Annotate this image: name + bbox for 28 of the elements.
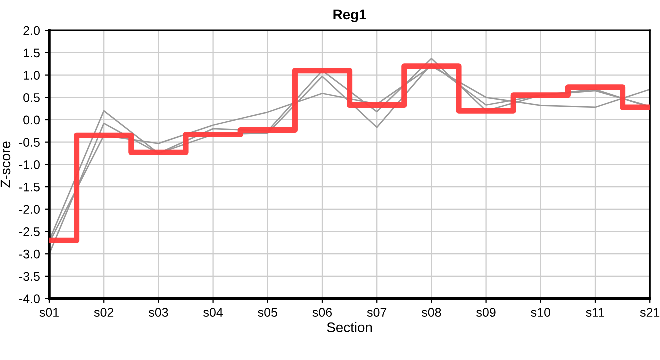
y-tick-label: -4.0 (19, 294, 40, 304)
x-tick-label: s10 (531, 308, 550, 318)
y-axis-title: Z-score (0, 142, 11, 188)
y-tick-label: -3.0 (19, 250, 40, 259)
x-tick-label: s09 (476, 308, 496, 318)
y-tick-label: -3.5 (19, 272, 40, 282)
x-tick-label: s07 (367, 308, 387, 318)
x-tick-label: s02 (94, 308, 114, 318)
x-tick-label: s04 (204, 308, 224, 318)
y-tick-label: -2.0 (19, 205, 40, 214)
x-tick-label: s06 (312, 308, 332, 318)
x-tick-label: s08 (422, 308, 442, 318)
x-axis-title: Section (327, 322, 372, 332)
x-tick-label: s11 (586, 308, 605, 318)
x-tick-label: s21 (640, 308, 660, 318)
x-tick-label: s01 (40, 308, 59, 318)
y-tick-label: 0.0 (24, 116, 40, 125)
y-tick-label: -1.5 (19, 182, 40, 192)
chart-title: Reg1 (334, 10, 366, 22)
x-tick-label: s03 (148, 308, 168, 318)
y-tick-label: 0.5 (24, 93, 40, 102)
y-tick-label: -1.0 (19, 160, 40, 170)
y-tick-label: 2.0 (24, 26, 40, 36)
x-tick-label: s05 (258, 308, 278, 318)
y-tick-label: 1.0 (24, 71, 40, 80)
y-tick-label: -2.5 (19, 228, 40, 236)
y-tick-label: 1.5 (24, 48, 40, 58)
y-tick-label: -0.5 (19, 138, 40, 147)
